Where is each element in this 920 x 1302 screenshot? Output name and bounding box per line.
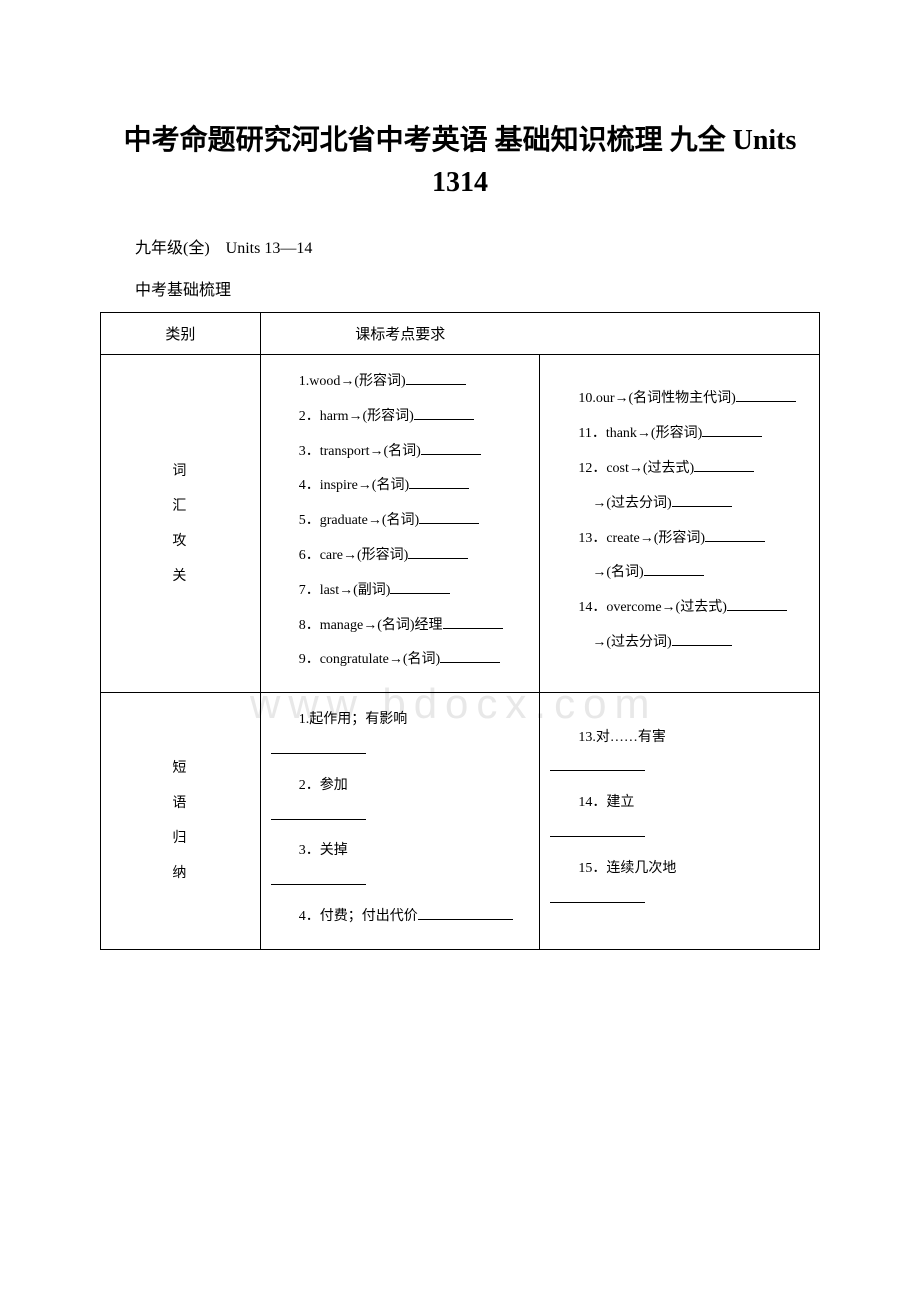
vocab-item: 6．care→(形容词) bbox=[271, 541, 530, 572]
page-title: 中考命题研究河北省中考英语 基础知识梳理 九全 Units 1314 bbox=[100, 120, 820, 204]
vocab-item: 9．congratulate→(名词) bbox=[271, 645, 530, 676]
table-header-row: 类别 课标考点要求 bbox=[101, 313, 820, 355]
vocab-item: 10.our→(名词性物主代词) bbox=[550, 384, 809, 415]
vocab-item: 14．overcome→(过去式) bbox=[550, 593, 809, 624]
header-requirement: 课标考点要求 bbox=[260, 313, 540, 355]
vocab-item: 12．cost→(过去式) bbox=[550, 454, 809, 485]
phrase-item: 13.对……有害 bbox=[550, 723, 809, 785]
vocab-item: 7．last→(副词) bbox=[271, 576, 530, 607]
vocab-item: →(过去分词) bbox=[550, 628, 809, 659]
vocab-category-cell: 词汇攻关 bbox=[101, 355, 261, 693]
vocab-item: 4．inspire→(名词) bbox=[271, 471, 530, 502]
vocab-item: 2．harm→(形容词) bbox=[271, 402, 530, 433]
header-empty bbox=[540, 313, 820, 355]
phrase-item: 2．参加 bbox=[271, 771, 530, 833]
vocab-item: 8．manage→(名词)经理 bbox=[271, 611, 530, 642]
phrase-item: 3．关掉 bbox=[271, 836, 530, 898]
phrase-item: 1.起作用；有影响 bbox=[271, 705, 530, 767]
vocab-item: →(名词) bbox=[550, 558, 809, 589]
phrase-row: 短语归纳 1.起作用；有影响 2．参加 3．关掉 4．付费；付出代价 13.对…… bbox=[101, 693, 820, 950]
vocab-category-label: 词汇攻关 bbox=[172, 464, 188, 584]
phrase-item: 15．连续几次地 bbox=[550, 854, 809, 916]
vocab-item: 13．create→(形容词) bbox=[550, 524, 809, 555]
main-table: 类别 课标考点要求 词汇攻关 1.wood→(形容词) 2．harm→(形容词)… bbox=[100, 312, 820, 950]
vocab-item: →(过去分词) bbox=[550, 489, 809, 520]
vocab-item: 1.wood→(形容词) bbox=[271, 367, 530, 398]
subtitle-text: 九年级(全) Units 13—14 bbox=[135, 234, 820, 258]
vocab-item: 3．transport→(名词) bbox=[271, 437, 530, 468]
vocab-left-cell: 1.wood→(形容词) 2．harm→(形容词) 3．transport→(名… bbox=[260, 355, 540, 693]
phrase-category-label: 短语归纳 bbox=[172, 761, 188, 881]
vocab-right-cell: 10.our→(名词性物主代词) 11．thank→(形容词) 12．cost→… bbox=[540, 355, 820, 693]
phrase-item: 14．建立 bbox=[550, 788, 809, 850]
phrase-left-cell: 1.起作用；有影响 2．参加 3．关掉 4．付费；付出代价 bbox=[260, 693, 540, 950]
header-category: 类别 bbox=[101, 313, 261, 355]
phrase-item: 4．付费；付出代价 bbox=[271, 902, 530, 933]
vocab-item: 5．graduate→(名词) bbox=[271, 506, 530, 537]
vocab-row: 词汇攻关 1.wood→(形容词) 2．harm→(形容词) 3．transpo… bbox=[101, 355, 820, 693]
section-label: 中考基础梳理 bbox=[135, 276, 820, 300]
phrase-category-cell: 短语归纳 bbox=[101, 693, 261, 950]
phrase-right-cell: 13.对……有害 14．建立 15．连续几次地 bbox=[540, 693, 820, 950]
vocab-item: 11．thank→(形容词) bbox=[550, 419, 809, 450]
